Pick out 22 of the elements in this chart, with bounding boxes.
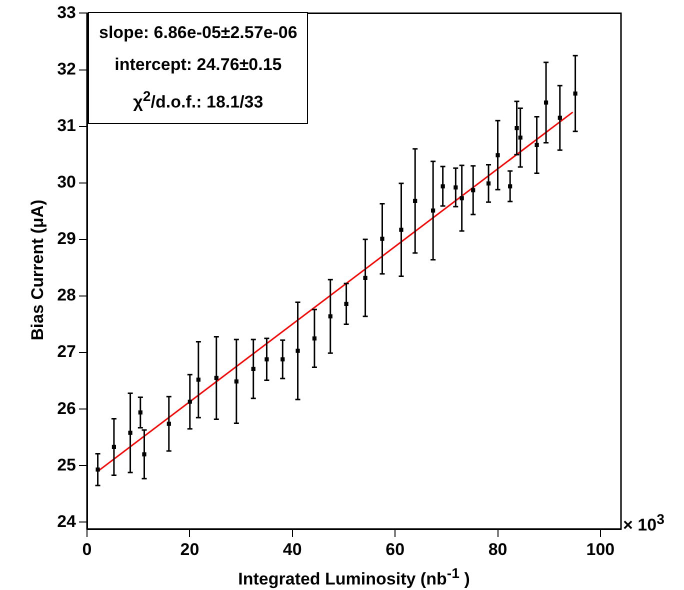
annotation: χ$^{2}$/d.o.f.: 18.1/33: [132, 88, 264, 114]
y-tick-label: 32: [57, 59, 76, 78]
y-tick-label: 25: [57, 455, 76, 474]
text: × 10$^{3}$: [623, 512, 664, 536]
y-tick-label: 24: [57, 512, 77, 531]
y-axis-title: Bias Current (μA): [28, 200, 48, 340]
y-tick-label: 28: [57, 286, 76, 305]
x-tick-label: 60: [386, 540, 405, 559]
y-tick-label: 29: [57, 229, 76, 248]
y-tick-label: 26: [57, 398, 76, 418]
annotation: intercept: 24.76±0.15: [114, 54, 283, 76]
x-tick-label: 20: [180, 540, 200, 559]
x-tick-label: 40: [282, 540, 302, 559]
y-tick-label: 30: [57, 172, 76, 192]
x-tick-label: 100: [586, 540, 615, 559]
annotation: slope: 6.86e-05±2.57e-06: [99, 22, 298, 44]
x-axis-title: Integrated Luminosity (nb$^{-1}$ ): [237, 566, 471, 590]
y-tick-label: 31: [57, 116, 76, 135]
x-tick-label: 80: [488, 540, 508, 559]
y-tick-label: 33: [57, 2, 76, 22]
y-tick-label: 27: [57, 342, 76, 362]
x-tick-label: 0: [82, 540, 92, 559]
